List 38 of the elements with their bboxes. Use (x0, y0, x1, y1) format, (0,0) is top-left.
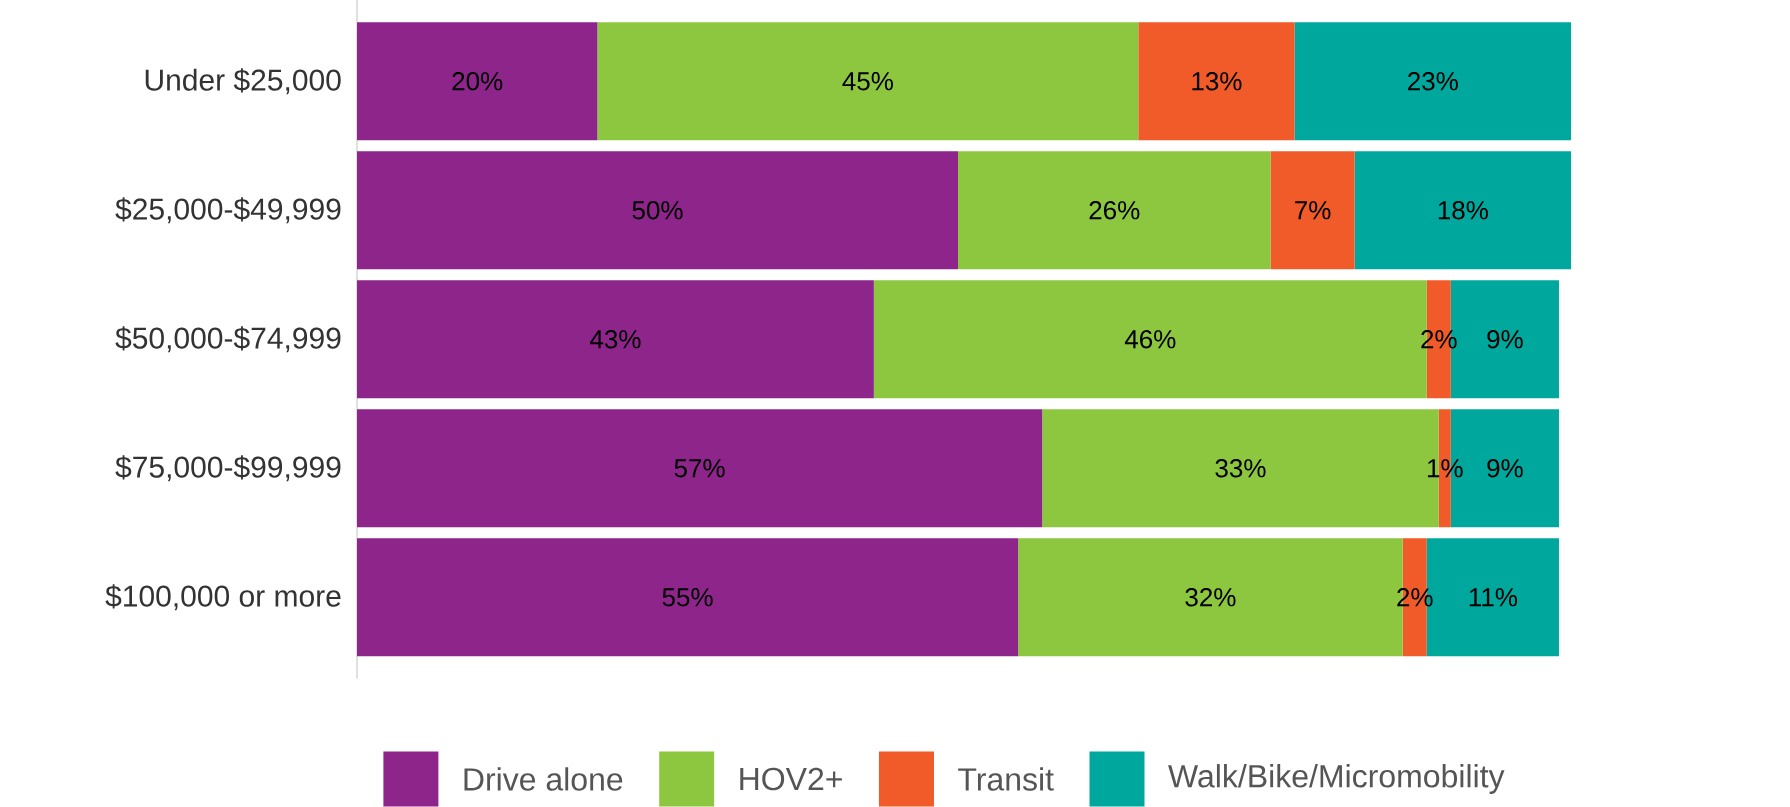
data-label: 13% (1192, 72, 1242, 91)
bar (357, 538, 1019, 657)
data-label: 7% (1295, 201, 1331, 220)
data-label: 43% (590, 330, 641, 349)
data-label: 33% (1215, 459, 1266, 478)
data-label: 18% (1438, 201, 1488, 220)
data-label: 23% (1408, 72, 1458, 91)
data-label: 46% (1124, 330, 1176, 349)
legend-label: Drive alone (464, 767, 623, 791)
y-tick-label: $25,000-$49,999 (115, 197, 341, 224)
data-label: 11% (1469, 588, 1518, 607)
bar (357, 409, 1043, 528)
y-tick-label: $75,000-$99,999 (115, 455, 341, 482)
data-label: 26% (1089, 201, 1140, 220)
data-label: 55% (662, 588, 713, 607)
bar (958, 151, 1271, 270)
data-label: 9% (1487, 330, 1523, 349)
bar (1294, 22, 1572, 141)
bar (357, 22, 598, 141)
data-label: 50% (632, 201, 683, 220)
legend-label: HOV2+ (740, 767, 842, 791)
legend-label: Transit (958, 767, 1054, 791)
y-tick-label: $100,000 or more (105, 584, 341, 611)
data-label: 32% (1185, 588, 1236, 607)
bar (1354, 151, 1572, 270)
data-label: 9% (1487, 459, 1523, 478)
y-tick-label: $50,000-$74,999 (115, 326, 341, 353)
y-tick-label: Under $25,000 (145, 68, 341, 95)
bar (357, 151, 958, 270)
data-label: 1% (1427, 459, 1463, 478)
data-label: 45% (842, 72, 893, 91)
bar (1138, 22, 1295, 141)
bar (357, 280, 874, 399)
bar (597, 22, 1139, 141)
data-label: 20% (452, 72, 503, 91)
legend-label: Walk/Bike/Micromobility (1168, 764, 1505, 794)
bar (1270, 151, 1355, 270)
data-label: 57% (674, 459, 725, 478)
